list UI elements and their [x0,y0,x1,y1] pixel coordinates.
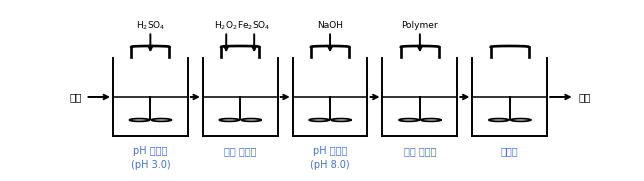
Text: 완속 교반조: 완속 교반조 [404,146,436,156]
Text: (pH 8.0): (pH 8.0) [310,160,350,170]
Text: pH 중화조: pH 중화조 [313,146,347,156]
Text: Polymer: Polymer [402,21,438,30]
Text: 방류: 방류 [578,92,591,102]
Text: (pH 3.0): (pH 3.0) [131,160,170,170]
Text: pH 조정조: pH 조정조 [133,146,167,156]
Text: H$_2$O$_2$: H$_2$O$_2$ [214,20,238,32]
Text: Fe$_2$SO$_4$: Fe$_2$SO$_4$ [238,20,271,32]
Text: NaOH: NaOH [317,21,343,30]
Text: H$_2$SO$_4$: H$_2$SO$_4$ [135,20,166,32]
Text: 침전조: 침전조 [501,146,518,156]
Text: 유입: 유입 [70,92,82,102]
Text: 펜톤 산화조: 펜톤 산화조 [224,146,256,156]
